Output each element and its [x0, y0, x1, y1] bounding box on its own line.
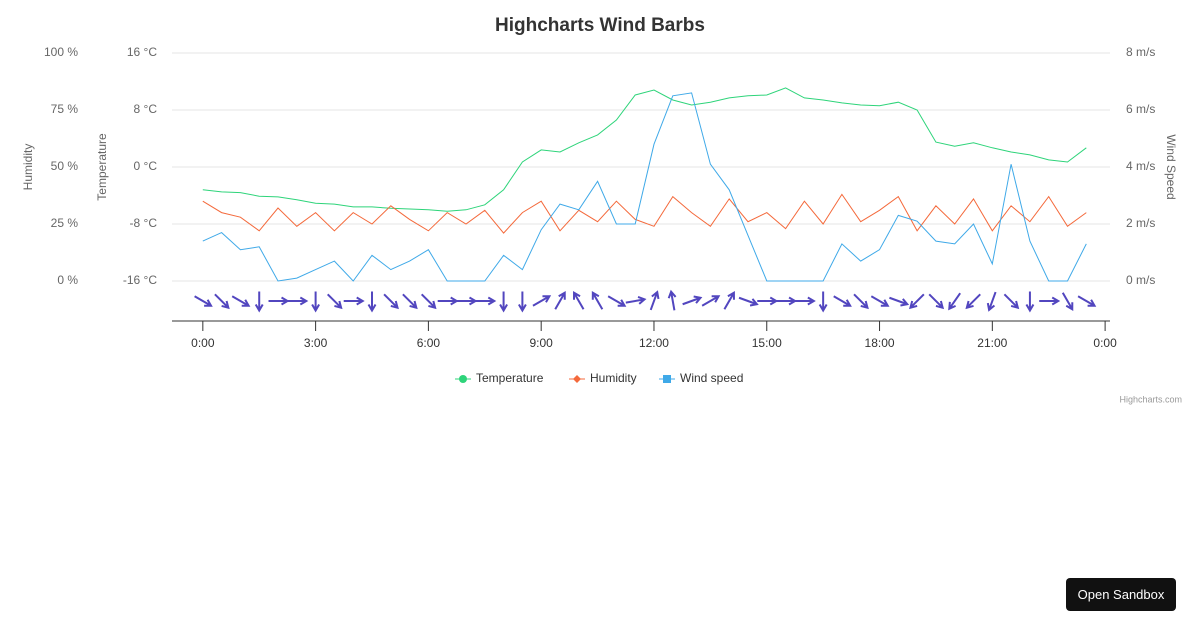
x-tick-label: 21:00 — [977, 336, 1007, 350]
y-tick-label: 0 % — [57, 273, 78, 287]
wind-barb — [889, 296, 910, 307]
wind-barb — [757, 296, 779, 306]
wind-barb — [591, 291, 604, 310]
wind-barb — [909, 293, 925, 310]
x-tick-label: 12:00 — [639, 336, 669, 350]
wind-barb — [326, 293, 343, 310]
wind-barb — [383, 293, 399, 310]
y-tick-label: 0 m/s — [1126, 273, 1155, 287]
y-tick-label: 75 % — [51, 102, 79, 116]
x-tick-label: 15:00 — [752, 336, 782, 350]
wind-barb — [554, 291, 566, 310]
wind-barb — [437, 296, 459, 306]
y-tick-label: 4 m/s — [1126, 159, 1155, 173]
y-tick-label: 6 m/s — [1126, 102, 1155, 116]
wind-barb — [607, 295, 627, 307]
y-tick-label: -8 °C — [130, 216, 158, 230]
legend-label[interactable]: Wind speed — [680, 371, 743, 385]
wind-barb — [701, 295, 721, 307]
wind-barb — [475, 296, 497, 306]
legend-label[interactable]: Temperature — [476, 371, 544, 385]
series-line — [202, 193, 1087, 234]
y-tick-label: 100 % — [44, 45, 78, 59]
wind-barb — [948, 292, 962, 311]
y-tick-label: 8 °C — [134, 102, 158, 116]
wind-barb — [723, 291, 735, 310]
wind-barb — [1025, 291, 1035, 313]
wind-barb — [667, 289, 677, 311]
wind-barb — [738, 296, 759, 307]
y-tick-label: 8 m/s — [1126, 45, 1155, 59]
wind-barb — [402, 293, 418, 310]
wind-barb — [649, 290, 660, 311]
wind-barb — [343, 296, 365, 306]
chart-title: Highcharts Wind Barbs — [495, 15, 705, 36]
y-tick-label: 25 % — [51, 216, 79, 230]
wind-barb — [870, 295, 890, 307]
wind-barb — [1077, 295, 1097, 307]
legend-marker — [573, 375, 581, 383]
wind-barb — [1061, 292, 1074, 311]
wind-barb — [268, 296, 290, 306]
wind-barb — [682, 295, 703, 306]
wind-barb — [572, 291, 585, 310]
y-axis-title: Wind Speed — [1164, 134, 1178, 199]
x-tick-label: 0:00 — [191, 336, 215, 350]
x-tick-label: 6:00 — [417, 336, 441, 350]
wind-barb — [794, 296, 816, 306]
wind-barb — [1003, 293, 1020, 310]
wind-barb — [194, 295, 213, 307]
y-axis-title: Humidity — [21, 144, 35, 191]
wind-barb — [818, 291, 828, 313]
x-tick-label: 9:00 — [530, 336, 554, 350]
open-sandbox-button[interactable]: Open Sandbox — [1066, 578, 1176, 611]
wind-barb — [287, 296, 309, 306]
x-tick-label: 18:00 — [865, 336, 895, 350]
series-line — [202, 92, 1087, 282]
y-tick-label: 2 m/s — [1126, 216, 1155, 230]
legend-label[interactable]: Humidity — [590, 371, 637, 385]
wind-barb — [965, 293, 981, 310]
wind-barb — [1039, 296, 1061, 306]
wind-barb — [625, 296, 647, 305]
wind-barb — [518, 291, 527, 313]
wind-barb — [456, 296, 478, 306]
y-tick-label: -16 °C — [123, 273, 157, 287]
wind-barb — [532, 295, 552, 307]
wind-barb — [311, 291, 320, 313]
wind-barb — [367, 291, 377, 313]
wind-barb — [254, 291, 264, 313]
series-line — [202, 87, 1087, 212]
wind-barb — [231, 295, 251, 307]
wind-barb — [928, 293, 945, 310]
wind-barb — [833, 295, 852, 307]
x-tick-label: 0:00 — [1093, 336, 1117, 350]
legend-marker — [663, 375, 671, 383]
y-tick-label: 16 °C — [127, 45, 157, 59]
y-tick-label: 50 % — [51, 159, 79, 173]
x-tick-label: 3:00 — [304, 336, 328, 350]
wind-barb — [776, 296, 798, 306]
y-axis-title: Temperature — [95, 133, 109, 201]
credit[interactable]: Highcharts.com — [1119, 394, 1182, 404]
legend-marker — [459, 375, 467, 383]
y-tick-label: 0 °C — [134, 159, 158, 173]
wind-barb — [986, 291, 997, 312]
wind-barb — [214, 293, 230, 310]
wind-barb — [420, 293, 437, 310]
wind-barb — [499, 291, 508, 313]
wind-barb — [853, 293, 869, 310]
